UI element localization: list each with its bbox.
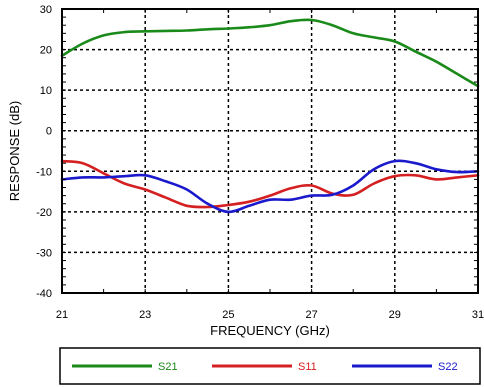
series-line-s11 [60, 159, 480, 209]
x-tick-label: 21 [56, 309, 68, 321]
grid-layer [62, 9, 478, 293]
y-tick-label: -20 [36, 207, 52, 219]
legend: S21 S11 S22 [59, 347, 481, 385]
legend-label-s11: S11 [298, 361, 317, 373]
y-tick-label: 20 [40, 45, 52, 57]
x-axis-title: FREQUENCY (GHz) [210, 323, 330, 338]
y-tick-label: 0 [46, 126, 52, 138]
series-layer [60, 18, 480, 214]
x-tick-labels: 21 23 25 27 29 31 [56, 309, 484, 321]
y-tick-label: 30 [40, 4, 52, 16]
x-tick-label: 29 [389, 309, 401, 321]
legend-label-s22: S22 [438, 361, 458, 373]
y-tick-label: -40 [36, 288, 52, 300]
series-line-s22 [60, 159, 480, 214]
x-tick-label: 27 [305, 309, 317, 321]
minor-ticks [61, 8, 479, 294]
y-tick-label: -30 [36, 247, 52, 259]
x-tick-label: 31 [472, 309, 484, 321]
y-tick-label: 10 [40, 85, 52, 97]
series-line-s21 [60, 18, 480, 88]
y-tick-labels: 30 20 10 0 -10 -20 -30 -40 [36, 4, 52, 300]
x-tick-label: 25 [222, 309, 234, 321]
y-axis-title: RESPONSE (dB) [7, 101, 22, 201]
y-tick-label: -10 [36, 166, 52, 178]
legend-label-s21: S21 [158, 361, 178, 373]
x-tick-label: 23 [139, 309, 151, 321]
